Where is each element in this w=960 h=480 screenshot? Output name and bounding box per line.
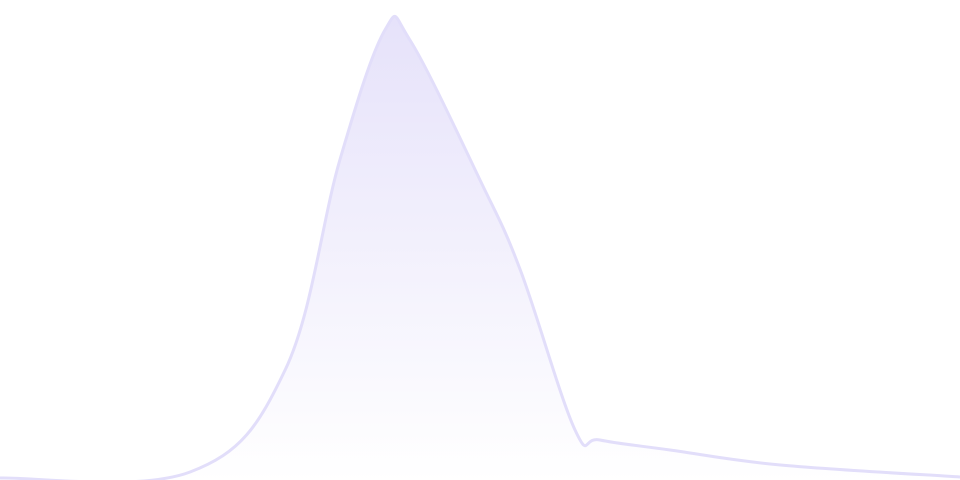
area-fill <box>0 16 960 480</box>
series-line <box>0 15 960 480</box>
